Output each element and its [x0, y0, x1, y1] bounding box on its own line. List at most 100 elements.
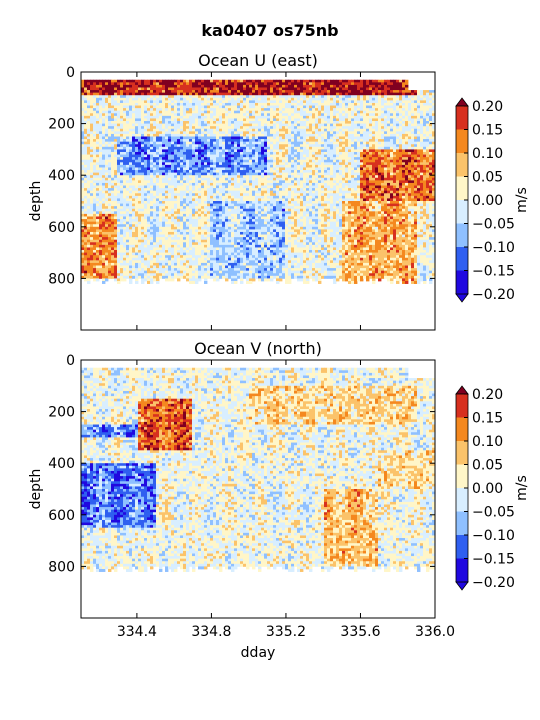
heatmap-cell [189, 177, 193, 181]
heatmap-cell [237, 201, 241, 204]
heatmap-cell [150, 172, 154, 176]
heatmap-cell [219, 139, 223, 143]
heatmap-cell [150, 260, 154, 264]
heatmap-cell [198, 90, 202, 94]
heatmap-cell [81, 115, 85, 119]
heatmap-cell [123, 242, 127, 246]
heatmap-cell [201, 250, 205, 253]
heatmap-cell [132, 139, 136, 143]
heatmap-cell [261, 151, 265, 155]
heatmap-cell [261, 208, 265, 212]
heatmap-cell [225, 113, 229, 117]
heatmap-cell [207, 162, 211, 166]
heatmap-cell [192, 275, 196, 279]
heatmap-cell [150, 224, 154, 228]
heatmap-cell [159, 164, 163, 168]
heatmap-cell [141, 229, 145, 233]
heatmap-cell [210, 257, 214, 261]
heatmap-cell [195, 154, 199, 158]
heatmap-cell [264, 239, 268, 243]
heatmap-cell [240, 213, 244, 217]
heatmap-cell [168, 239, 172, 243]
heatmap-cell [198, 164, 202, 168]
heatmap-cell [141, 175, 145, 179]
heatmap-cell [117, 121, 121, 124]
heatmap-cell [102, 208, 106, 212]
heatmap-cell [210, 146, 214, 150]
heatmap-cell [105, 252, 109, 256]
heatmap-cell [93, 250, 97, 253]
heatmap-cell [111, 79, 115, 83]
heatmap-cell [135, 123, 139, 127]
heatmap-cell [138, 100, 142, 104]
heatmap-cell [99, 221, 103, 225]
heatmap-cell [267, 229, 271, 233]
heatmap-cell [168, 113, 172, 117]
heatmap-cell [81, 252, 85, 256]
heatmap-cell [201, 190, 205, 194]
heatmap-cell [252, 265, 256, 269]
heatmap-cell [84, 224, 88, 228]
heatmap-cell [135, 270, 139, 274]
heatmap-cell [111, 118, 115, 122]
heatmap-cell [240, 201, 244, 204]
heatmap-cell [114, 87, 118, 91]
heatmap-cell [219, 162, 223, 166]
heatmap-cell [192, 167, 196, 171]
heatmap-cell [213, 190, 217, 194]
heatmap-cell [270, 268, 274, 272]
heatmap-cell [186, 79, 190, 83]
heatmap-cell [249, 157, 253, 161]
heatmap-cell [192, 115, 196, 119]
heatmap-cell [207, 275, 211, 279]
heatmap-cell [198, 250, 202, 253]
heatmap-cell [156, 234, 160, 238]
heatmap-cell [177, 170, 181, 174]
heatmap-cell [240, 82, 244, 86]
heatmap-cell [186, 185, 190, 189]
heatmap-cell [105, 198, 109, 202]
heatmap-cell [270, 206, 274, 210]
heatmap-cell [228, 216, 232, 220]
heatmap-cell [231, 100, 235, 104]
heatmap-cell [150, 211, 154, 215]
heatmap-cell [159, 123, 163, 127]
heatmap-cell [237, 108, 241, 112]
heatmap-cell [258, 149, 262, 153]
heatmap-cell [90, 139, 94, 143]
heatmap-cell [159, 79, 163, 83]
heatmap-cell [264, 79, 268, 83]
heatmap-cell [222, 260, 226, 264]
heatmap-cell [234, 275, 238, 279]
heatmap-cell [108, 260, 112, 264]
heatmap-cell [135, 154, 139, 158]
heatmap-cell [267, 90, 271, 94]
heatmap-cell [243, 100, 247, 104]
heatmap-cell [234, 157, 238, 161]
heatmap-cell [183, 172, 187, 176]
heatmap-cell [213, 131, 217, 135]
heatmap-cell [177, 159, 181, 163]
heatmap-cell [126, 182, 130, 186]
heatmap-cell [180, 213, 184, 217]
heatmap-cell [189, 175, 193, 179]
heatmap-cell [93, 97, 97, 101]
heatmap-cell [135, 90, 139, 94]
heatmap-cell [99, 121, 103, 124]
heatmap-cell [246, 275, 250, 279]
heatmap-cell [231, 270, 235, 274]
heatmap-cell [108, 255, 112, 259]
heatmap-cell [258, 121, 262, 124]
heatmap-cell [81, 170, 85, 174]
heatmap-cell [270, 159, 274, 163]
heatmap-cell [231, 157, 235, 161]
heatmap-cell [192, 203, 196, 207]
heatmap-cell [162, 162, 166, 166]
heatmap-cell [93, 151, 97, 155]
heatmap-cell [192, 170, 196, 174]
heatmap-cell [201, 95, 205, 99]
heatmap-cell [258, 82, 262, 86]
heatmap-cell [204, 157, 208, 161]
heatmap-cell [255, 100, 259, 104]
heatmap-cell [153, 128, 157, 132]
